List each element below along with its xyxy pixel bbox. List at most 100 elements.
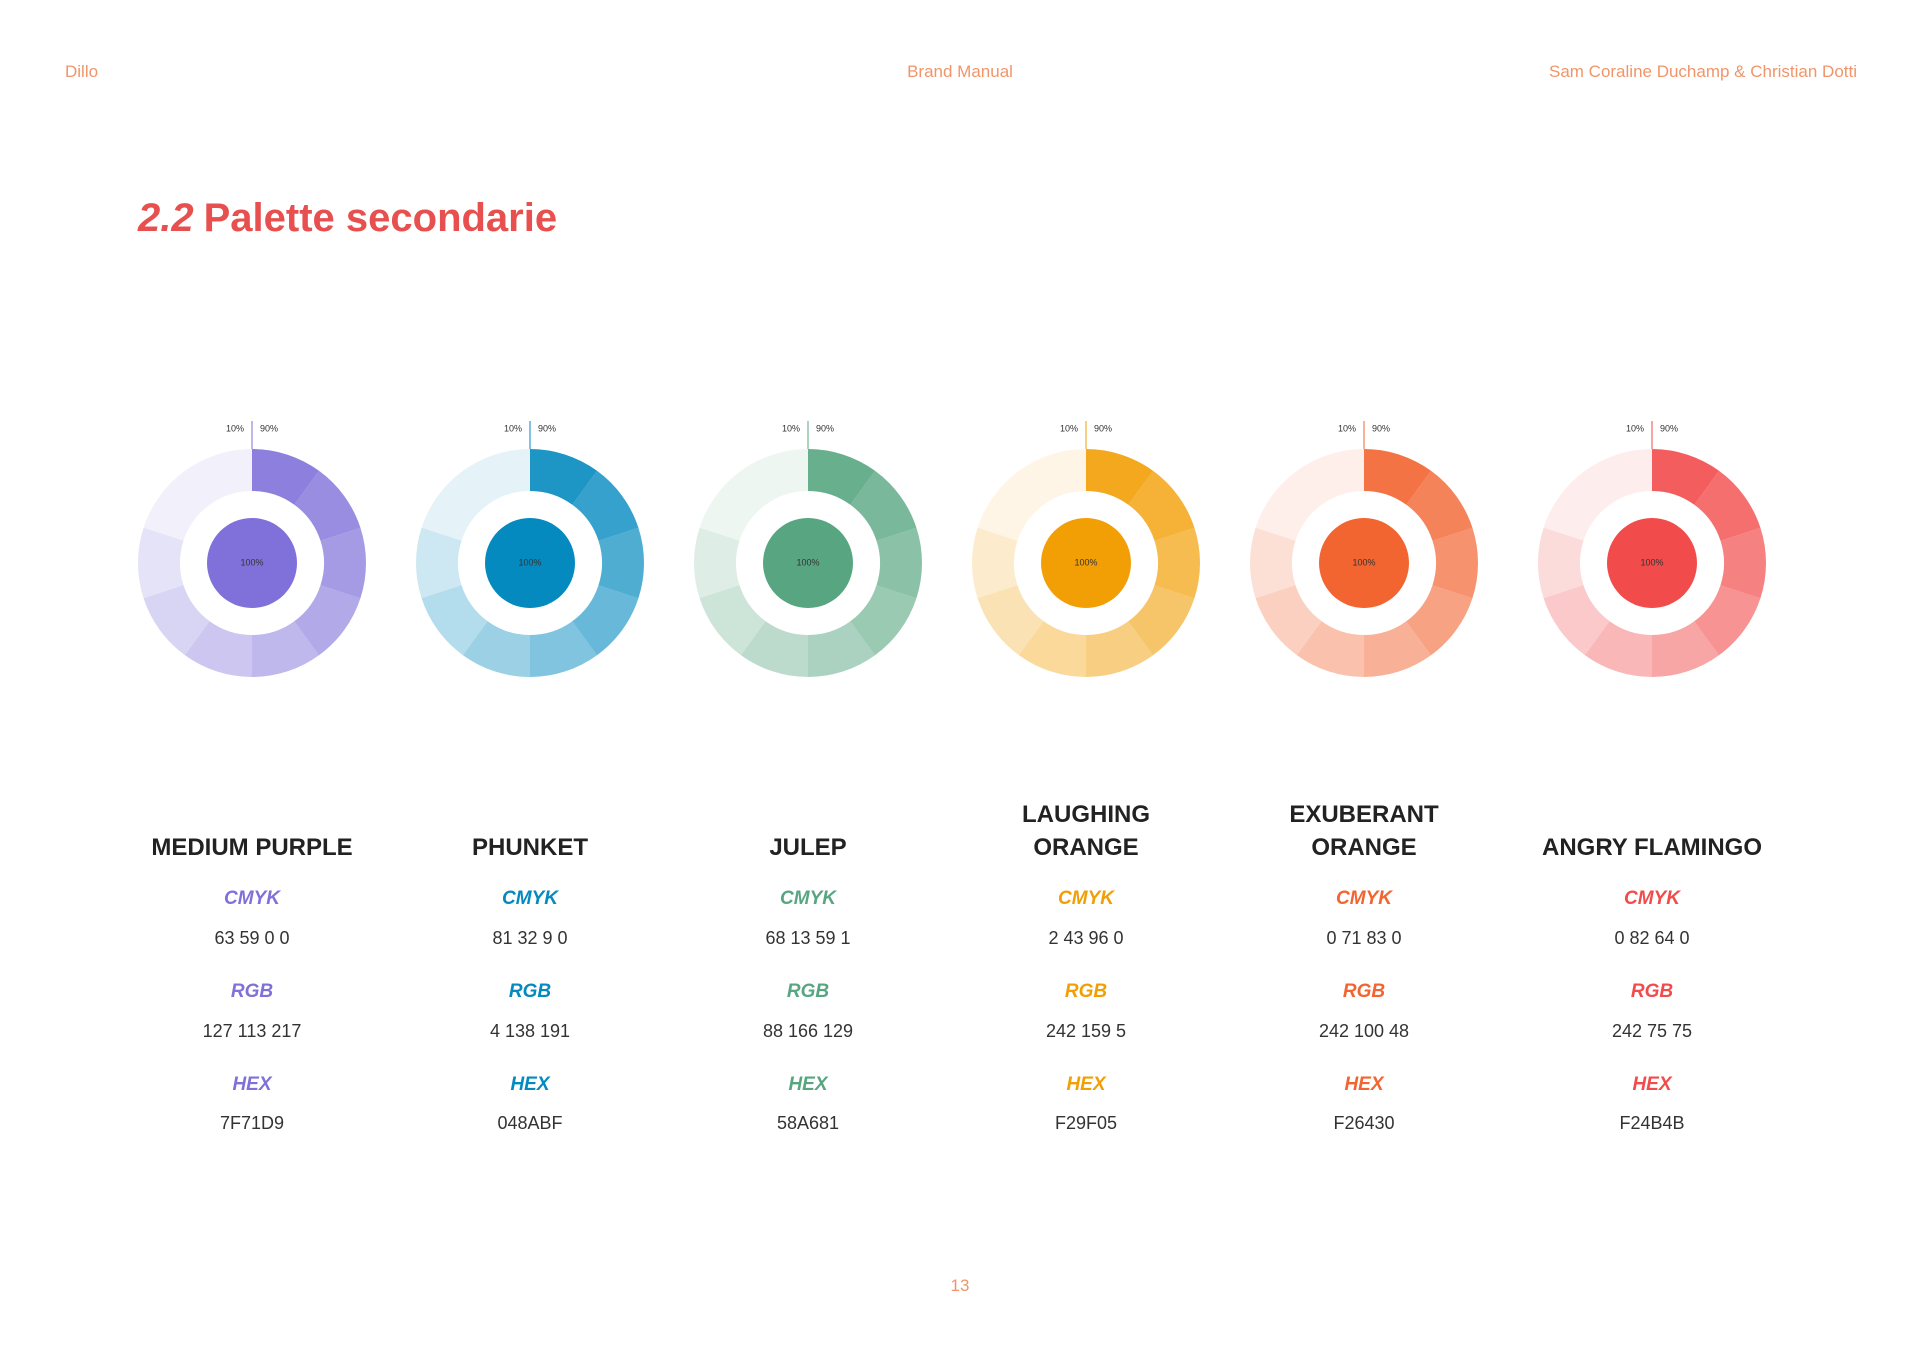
hex-label: HEX: [510, 1074, 550, 1095]
ring-segment: [1250, 527, 1296, 599]
hex-value: F24B4B: [1619, 1113, 1685, 1133]
header-right: Sam Coraline Duchamp & Christian Dotti: [1548, 62, 1857, 81]
ring-segment: [1584, 449, 1652, 505]
rgb-value: 242 100 48: [1318, 1021, 1410, 1041]
hex-value: 7F71D9: [219, 1113, 285, 1133]
ring-segment: [693, 527, 740, 599]
swatch-name: LAUGHING ORANGE: [936, 782, 1236, 864]
ring-center-label: 100%: [1074, 557, 1097, 567]
cmyk-label: CMYK: [1058, 888, 1114, 909]
header-left: Dillo: [65, 62, 99, 81]
ring-segment: [1543, 470, 1610, 541]
ring-segment: [1720, 527, 1766, 599]
ring-segment: [1364, 621, 1432, 677]
ring-segment: [1296, 621, 1364, 677]
ring-segment: [1255, 585, 1322, 656]
ring-end-label: 90%: [1372, 423, 1390, 433]
ring-center-label: 100%: [1352, 557, 1375, 567]
hex-value: 58A681: [776, 1113, 840, 1133]
ring-segment: [1018, 621, 1086, 677]
ring-segment: [462, 621, 530, 677]
swatch-name-line: LAUGHING: [1022, 801, 1150, 828]
page-number: 13: [950, 1276, 970, 1295]
ring-segment: [1406, 470, 1473, 541]
swatch-name-line: MEDIUM PURPLE: [151, 834, 353, 861]
ring-segment: [699, 585, 766, 656]
ring-start-label: 10%: [1338, 423, 1356, 433]
ring-end-label: 90%: [538, 423, 556, 433]
swatch-info: MEDIUM PURPLE CMYK 63 59 0 0 RGB 127 113 217…: [102, 0, 402, 1358]
ring-segment: [1543, 585, 1610, 656]
swatch-name-line: ANGRY FLAMINGO: [1542, 834, 1762, 861]
swatch-info: LAUGHING ORANGE CMYK 2 43 96 0 RGB 242 159 5 H…: [936, 0, 1236, 1358]
hex-label: HEX: [1344, 1074, 1384, 1095]
swatch-name-line: PHUNKET: [471, 834, 588, 861]
ring-segment: [1296, 449, 1364, 505]
ring-segment: [740, 449, 808, 505]
center-swatch: [1607, 518, 1697, 608]
swatch-name-line: EXUBERANT: [1289, 801, 1439, 828]
ring-segment: [530, 449, 598, 505]
hex-label: HEX: [1066, 1074, 1106, 1095]
swatch-name: PHUNKET: [380, 782, 680, 864]
cmyk-label: CMYK: [502, 888, 558, 909]
ring-segment: [598, 527, 645, 599]
ring-segment: [294, 585, 361, 656]
rgb-value: 88 166 129: [762, 1021, 854, 1041]
ring-segment: [1538, 527, 1584, 599]
rgb-label: RGB: [508, 981, 552, 1002]
ring-segment: [184, 621, 252, 677]
ring-segment: [184, 449, 252, 505]
hex-value: F26430: [1333, 1113, 1395, 1133]
ring-segment: [143, 470, 210, 541]
rgb-value: 242 75 75: [1611, 1021, 1693, 1041]
hex-label: HEX: [788, 1074, 828, 1095]
ring-segment: [572, 470, 639, 541]
swatch-name: ANGRY FLAMINGO: [1502, 782, 1802, 864]
ring-start-label: 10%: [504, 423, 522, 433]
cmyk-label: CMYK: [1624, 888, 1680, 909]
hex-value: 048ABF: [497, 1113, 563, 1133]
swatch-name: MEDIUM PURPLE: [102, 782, 402, 864]
rgb-label: RGB: [1630, 981, 1674, 1002]
ring-segment: [252, 449, 320, 505]
ring-center-label: 100%: [1640, 557, 1663, 567]
ring-segment: [1018, 449, 1086, 505]
rgb-label: RGB: [1064, 981, 1108, 1002]
center-swatch: [763, 518, 853, 608]
ring-segment: [699, 470, 766, 541]
hex-label: HEX: [232, 1074, 272, 1095]
ring-start-label: 10%: [226, 423, 244, 433]
cmyk-value: 0 82 64 0: [1614, 928, 1690, 948]
ring-segment: [137, 527, 184, 599]
ring-segment: [850, 585, 917, 656]
swatch-name-line: JULEP: [769, 834, 847, 861]
ring-segment: [1406, 585, 1473, 656]
rgb-label: RGB: [230, 981, 274, 1002]
ring-segment: [1432, 527, 1478, 599]
ring-start-label: 10%: [1060, 423, 1078, 433]
ring-segment: [320, 527, 367, 599]
ring-segment: [977, 585, 1044, 656]
ring-segment: [1652, 449, 1720, 505]
ring-end-label: 90%: [816, 423, 834, 433]
ring-segment: [1128, 585, 1195, 656]
center-swatch: [1319, 518, 1409, 608]
ring-end-label: 90%: [1094, 423, 1112, 433]
center-swatch: [485, 518, 575, 608]
rgb-value: 242 159 5: [1045, 1021, 1127, 1041]
ring-segment: [1694, 585, 1761, 656]
cmyk-value: 2 43 96 0: [1048, 928, 1124, 948]
cmyk-label: CMYK: [1336, 888, 1392, 909]
swatch-name-line: ORANGE: [1033, 834, 1139, 861]
swatch-name: EXUBERANT ORANGE: [1214, 782, 1514, 864]
swatch-name: JULEP: [658, 782, 958, 864]
cmyk-value: 81 32 9 0: [492, 928, 568, 948]
ring-segment: [808, 621, 876, 677]
center-swatch: [207, 518, 297, 608]
rgb-label: RGB: [786, 981, 830, 1002]
ring-segment: [421, 470, 488, 541]
cmyk-label: CMYK: [780, 888, 836, 909]
